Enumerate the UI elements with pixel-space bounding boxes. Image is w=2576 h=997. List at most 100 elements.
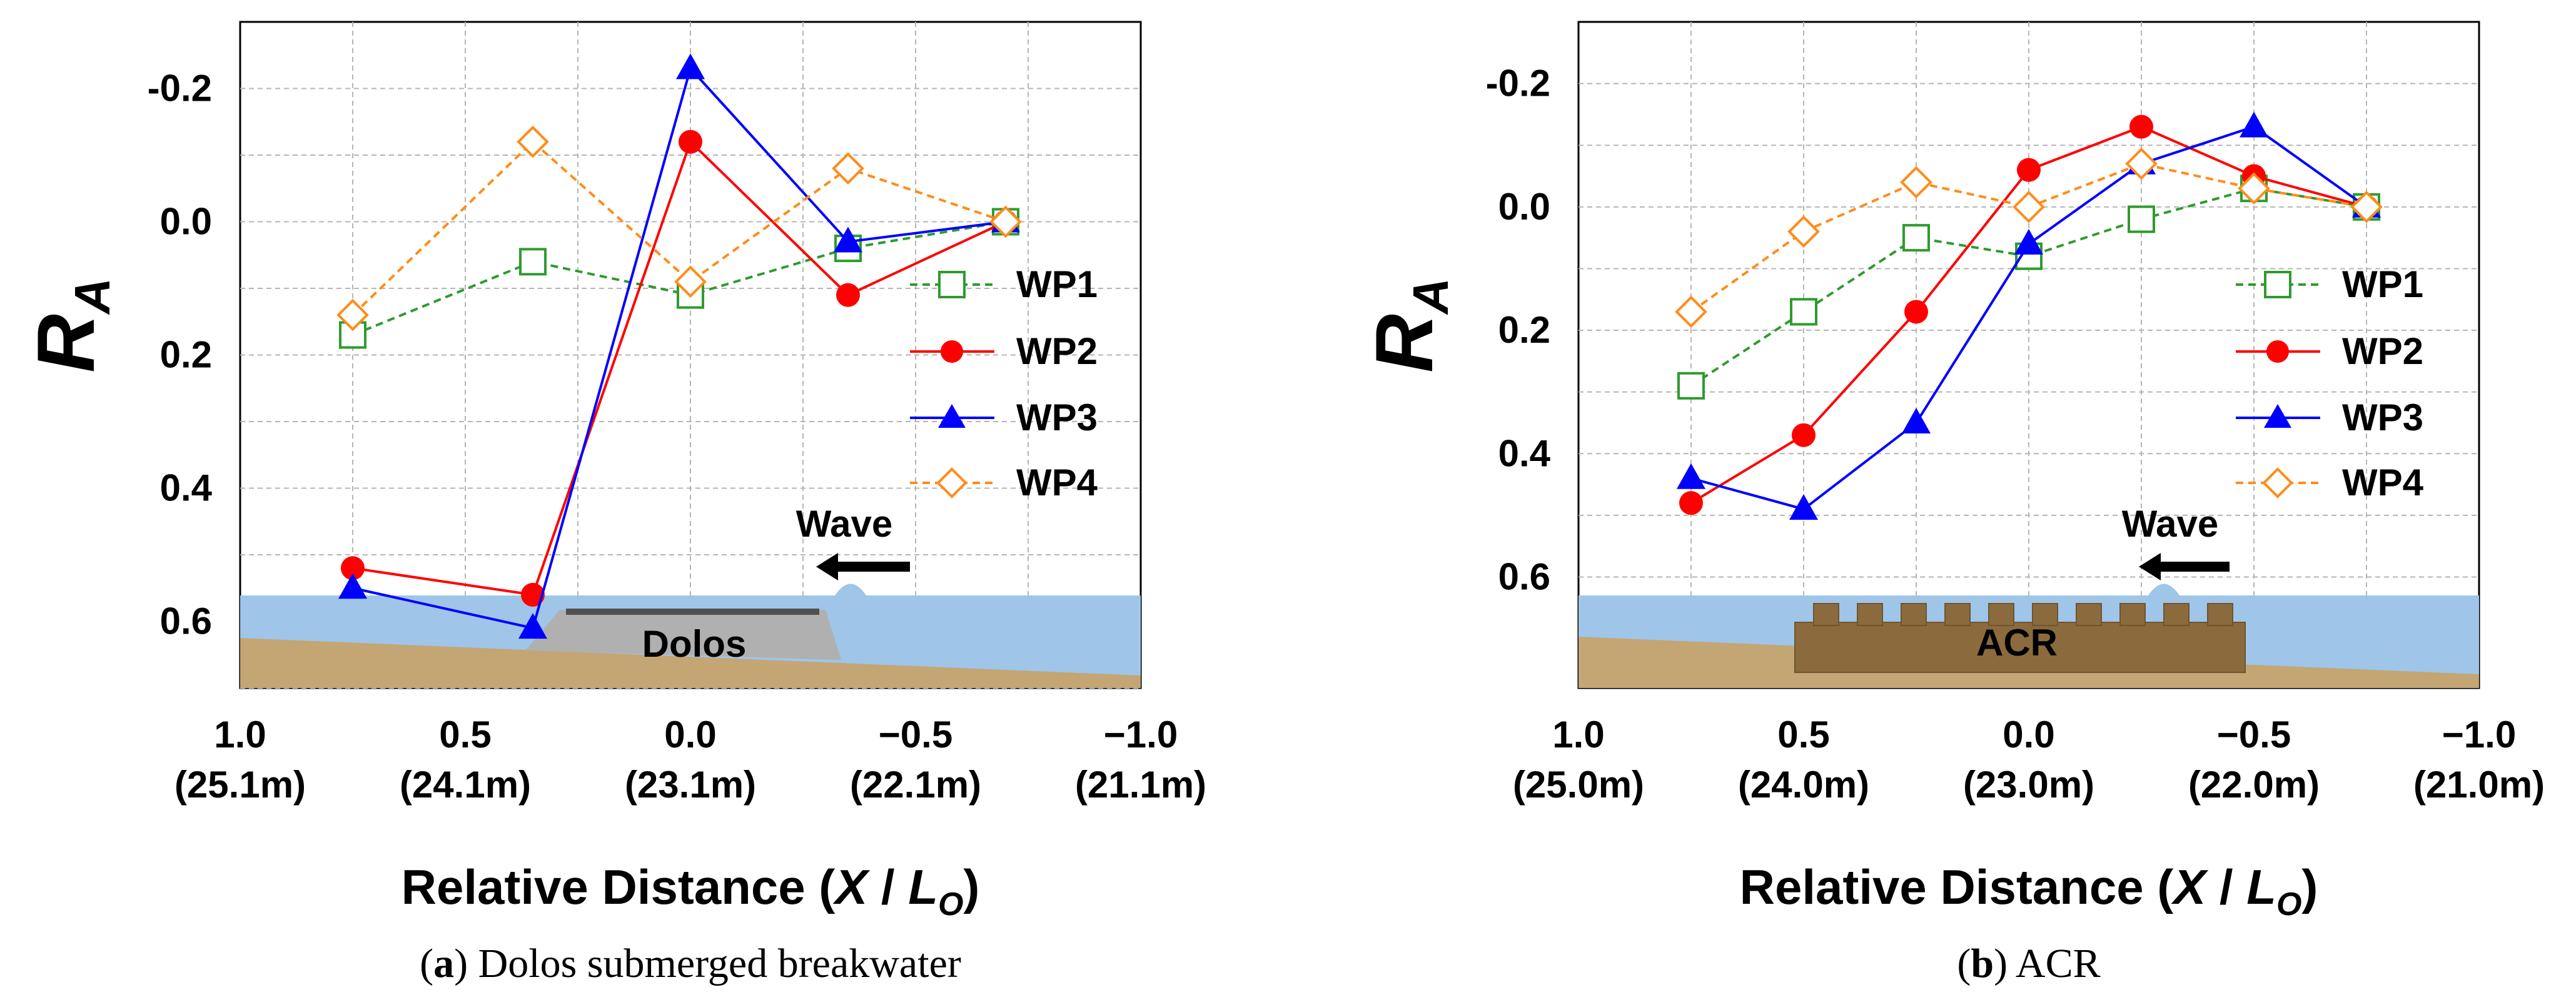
legend-entry-wp2: WP2 — [910, 330, 1098, 372]
data-point-wp4 — [2013, 191, 2045, 223]
y-axis-label: RA — [1358, 278, 1458, 373]
x-tick-sublabel: (24.0m) — [1738, 764, 1869, 806]
y-tick-label: 0.0 — [1498, 186, 1550, 228]
arrow-head — [2139, 553, 2161, 580]
legend-label: WP4 — [2342, 462, 2424, 504]
data-point-wp4 — [2350, 191, 2383, 223]
x-tick-sublabel: (25.1m) — [174, 764, 306, 806]
y-tick-label: 0.2 — [160, 334, 212, 376]
x-tick-label: −1.0 — [2442, 714, 2516, 756]
acr-illustration: ACR — [1578, 584, 2479, 688]
data-point-wp4 — [517, 125, 549, 158]
series-line-wp4 — [351, 139, 1006, 316]
y-axis-label: RA — [20, 278, 120, 373]
data-point-wp4 — [1675, 295, 1707, 328]
series-group — [336, 53, 1022, 639]
legend-label: WP4 — [1016, 462, 1098, 504]
legend: WP1 WP2 WP3 WP4 — [2236, 263, 2424, 504]
data-point-wp4 — [2125, 147, 2158, 180]
legend-marker-diamond — [2262, 467, 2293, 498]
acr-blocks — [1794, 603, 2246, 673]
data-point-wp2 — [341, 556, 365, 580]
x-axis-label: Relative Distance (X / LO) — [402, 859, 980, 923]
wave-arrow: Wave — [2122, 503, 2230, 580]
data-point-wp3 — [2014, 229, 2043, 255]
x-tick-sublabel: (24.1m) — [400, 764, 531, 806]
x-tick-sublabel: (22.1m) — [850, 764, 981, 806]
legend-entry-wp1: WP1 — [910, 263, 1098, 305]
y-tick-label: -0.2 — [148, 68, 212, 109]
legend-entry-wp3: WP3 — [910, 397, 1098, 438]
wave-crest — [2148, 584, 2211, 607]
data-point-wp1 — [1790, 298, 1817, 326]
x-tick-label: 1.0 — [1552, 714, 1604, 756]
data-point-wp2 — [2129, 114, 2153, 139]
y-tick-label: 0.6 — [160, 600, 212, 642]
y-tick-labels: -0.2 0.0 0.2 0.4 0.6 — [148, 68, 213, 642]
data-point-wp4 — [832, 152, 864, 185]
x-axis-label: Relative Distance (X / LO) — [1740, 859, 2318, 923]
legend-marker-diamond — [936, 467, 967, 498]
data-point-wp1 — [1902, 224, 1930, 252]
data-point-wp2 — [2017, 158, 2041, 182]
data-point-wp4 — [674, 265, 707, 298]
data-point-wp4 — [1787, 215, 1820, 248]
legend-marker-triangle — [2264, 404, 2291, 428]
legend-marker-circle — [941, 340, 963, 363]
x-tick-labels: 1.0 (25.0m) 0.5 (24.0m) 0.0 (23.0m) −0.5 (22.0m… — [1513, 714, 2545, 806]
y-tick-label: 0.4 — [1498, 432, 1551, 474]
legend-marker-square — [938, 271, 966, 298]
data-point-wp3 — [1902, 407, 1931, 433]
legend-marker-square — [2264, 271, 2291, 298]
series-group — [1675, 111, 2383, 520]
data-point-wp3 — [834, 226, 862, 253]
x-tick-sublabel: (23.1m) — [625, 764, 756, 806]
x-tick-sublabel: (23.0m) — [1963, 764, 2094, 806]
caption: (b) ACR — [1957, 941, 2100, 986]
dolos-structure — [525, 610, 841, 660]
legend-entry-wp4: WP4 — [2236, 462, 2424, 504]
y-tick-label: -0.2 — [1486, 63, 1550, 104]
data-point-wp2 — [521, 582, 545, 607]
y-tick-label: 0.4 — [160, 467, 213, 509]
y-tick-label: 0.2 — [1498, 309, 1550, 351]
breakwater-illustration: Dolos — [240, 584, 1141, 688]
x-tick-label: −0.5 — [879, 714, 952, 756]
legend-entry-wp2: WP2 — [2236, 330, 2423, 372]
legend-entry-wp4: WP4 — [910, 462, 1098, 504]
y-tick-label: 0.6 — [1498, 556, 1550, 598]
x-tick-sublabel: (21.1m) — [1075, 764, 1206, 806]
chart-panel-dolos: Dolos Wave -0.2 0.0 0.2 0.4 0.6 1.0 (25.1m) 0.… — [20, 21, 1206, 986]
x-tick-label: −0.5 — [2217, 714, 2291, 756]
legend-label: WP1 — [2342, 263, 2423, 305]
legend-label: WP3 — [2342, 397, 2423, 438]
structure-label: Dolos — [642, 623, 747, 665]
data-point-wp3 — [2240, 111, 2268, 138]
data-point-wp3 — [676, 53, 705, 79]
wave-arrow: Wave — [796, 503, 910, 580]
crest-cap — [566, 609, 819, 615]
legend-entry-wp3: WP3 — [2236, 397, 2423, 438]
legend: WP1 WP2 WP3 WP4 — [910, 263, 1098, 504]
data-point-wp3 — [1789, 494, 1818, 520]
x-tick-label: −1.0 — [1104, 714, 1178, 756]
legend-label: WP3 — [1016, 397, 1098, 438]
x-tick-label: 0.5 — [1777, 714, 1829, 756]
data-point-wp2 — [1792, 423, 1816, 447]
data-point-wp3 — [518, 613, 547, 639]
x-tick-sublabel: (21.0m) — [2413, 764, 2545, 806]
chart-panel-acr: ACR Wave -0.2 0.0 0.2 0.4 0.6 1.0 (25.0m) 0.5 (… — [1358, 21, 2545, 986]
data-point-wp3 — [338, 573, 367, 599]
y-tick-labels: -0.2 0.0 0.2 0.4 0.6 — [1486, 63, 1551, 598]
legend-label: WP1 — [1016, 263, 1098, 305]
x-tick-labels: 1.0 (25.1m) 0.5 (24.1m) 0.0 (23.1m) −0.5 (22.1m… — [174, 714, 1206, 806]
legend-label: WP2 — [1016, 330, 1098, 372]
legend-marker-triangle — [938, 404, 966, 428]
legend-label: WP2 — [2342, 330, 2423, 372]
caption: (a) Dolos submerged breakwater — [420, 941, 961, 986]
data-point-wp2 — [836, 283, 860, 307]
gridlines — [1578, 22, 2479, 688]
x-tick-label: 1.0 — [214, 714, 266, 756]
data-point-wp1 — [519, 248, 547, 276]
